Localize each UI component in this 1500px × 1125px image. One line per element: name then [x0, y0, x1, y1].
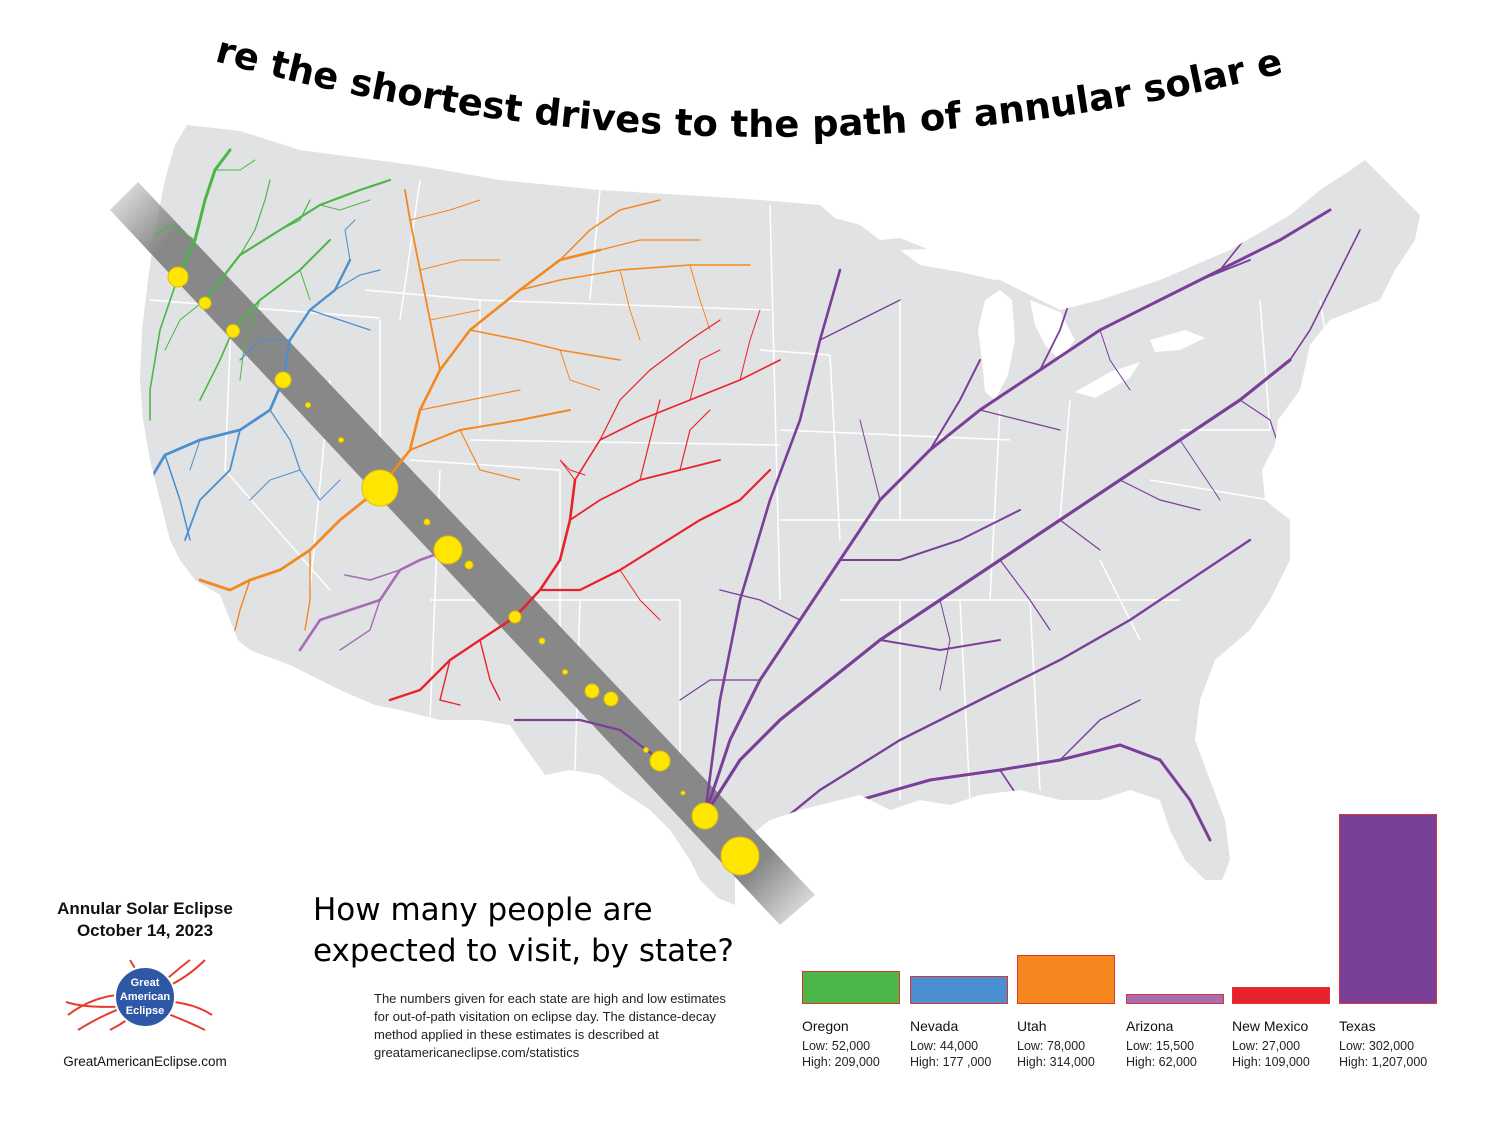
state-name: Utah — [1017, 1018, 1047, 1034]
lake-superior — [900, 248, 1030, 280]
nevada-routes — [148, 219, 381, 541]
lake-erie — [1075, 362, 1140, 398]
destination-marker — [423, 518, 431, 526]
headline-text: What are the shortest drives to the path… — [0, 0, 1286, 146]
logo-line-2: American — [120, 991, 170, 1003]
bar-oregon — [802, 971, 900, 1004]
bar-nevada — [910, 976, 1008, 1004]
logo-line-1: Great — [131, 977, 160, 989]
destinations — [167, 266, 760, 876]
destination-marker — [680, 790, 686, 796]
lake-michigan — [978, 290, 1015, 400]
bar-arizona — [1126, 994, 1224, 1004]
texas-routes — [513, 199, 1361, 857]
bar-texas — [1339, 814, 1437, 1004]
destination-marker — [562, 669, 568, 675]
bar-utah — [1017, 954, 1115, 1004]
state-high-estimate: High: 1,207,000 — [1339, 1055, 1428, 1069]
event-info: Annular Solar Eclipse October 14, 2023 — [20, 898, 270, 942]
state-stats: Arizona Low: 15,500 High: 62,000 — [1126, 1018, 1231, 1070]
state-high-estimate: High: 62,000 — [1126, 1055, 1197, 1069]
destination-marker — [361, 469, 399, 507]
state-stats: New Mexico Low: 27,000 High: 109,000 — [1232, 1018, 1337, 1070]
visitors-note: The numbers given for each state are hig… — [374, 991, 726, 1060]
state-low-estimate: Low: 78,000 — [1017, 1039, 1086, 1053]
destination-marker — [584, 683, 600, 699]
destination-marker — [433, 535, 463, 565]
destination-marker — [226, 324, 240, 338]
headline: What are the shortest drives to the path… — [0, 0, 1286, 146]
destination-marker — [691, 802, 719, 830]
state-name: Oregon — [802, 1018, 849, 1034]
state-low-estimate: Low: 27,000 — [1232, 1039, 1301, 1053]
state-high-estimate: High: 177 ,000 — [910, 1055, 992, 1069]
arizona-routes — [298, 548, 450, 652]
event-date: October 14, 2023 — [76, 921, 214, 940]
destination-marker — [643, 747, 649, 753]
destination-marker — [603, 691, 619, 707]
us-landmass — [140, 125, 1420, 905]
destination-marker — [167, 266, 189, 288]
state-name: New Mexico — [1232, 1018, 1309, 1034]
state-stats: Texas Low: 302,000 High: 1,207,000 — [1339, 1018, 1444, 1070]
state-low-estimate: Low: 15,500 — [1126, 1039, 1195, 1053]
logo-circle — [114, 966, 176, 1028]
utah-routes — [198, 189, 751, 631]
visitors-question: How many people are expected to visit, b… — [313, 890, 783, 972]
event-name: Annular Solar Eclipse — [57, 899, 233, 918]
website-link[interactable]: GreatAmericanEclipse.com — [63, 1054, 227, 1069]
state-high-estimate: High: 314,000 — [1017, 1055, 1095, 1069]
great-american-eclipse-logo: Great American Eclipse — [65, 959, 213, 1031]
state-name: Texas — [1339, 1018, 1376, 1034]
logo-line-3: Eclipse — [126, 1005, 165, 1017]
state-stats: Utah Low: 78,000 High: 314,000 — [1017, 1018, 1122, 1070]
destination-marker — [338, 437, 344, 443]
state-high-estimate: High: 209,000 — [802, 1055, 880, 1069]
state-low-estimate: Low: 302,000 — [1339, 1039, 1415, 1053]
state-low-estimate: Low: 44,000 — [910, 1039, 979, 1053]
new-mexico-routes — [388, 309, 781, 706]
visitors-question-line-1: How many people are — [313, 892, 653, 928]
visitors-question-line-2: expected to visit, by state? — [313, 933, 734, 969]
destination-marker — [274, 371, 292, 389]
state-borders — [149, 179, 1331, 801]
destination-marker — [198, 296, 212, 310]
state-high-estimate: High: 109,000 — [1232, 1055, 1310, 1069]
oregon-routes — [149, 148, 392, 421]
destination-marker — [720, 836, 760, 876]
state-name: Nevada — [910, 1018, 959, 1034]
destination-marker — [464, 560, 474, 570]
destination-marker — [538, 637, 546, 645]
state-stats: Oregon Low: 52,000 High: 209,000 — [802, 1018, 907, 1070]
destination-marker — [305, 402, 311, 408]
state-low-estimate: Low: 52,000 — [802, 1039, 871, 1053]
state-name: Arizona — [1126, 1018, 1174, 1034]
destination-marker — [508, 610, 522, 624]
state-stats: Nevada Low: 44,000 High: 177 ,000 — [910, 1018, 1015, 1070]
bar-new-mexico — [1232, 986, 1330, 1004]
lake-huron — [1030, 300, 1075, 360]
destination-marker — [649, 750, 671, 772]
lake-ontario — [1150, 330, 1205, 352]
